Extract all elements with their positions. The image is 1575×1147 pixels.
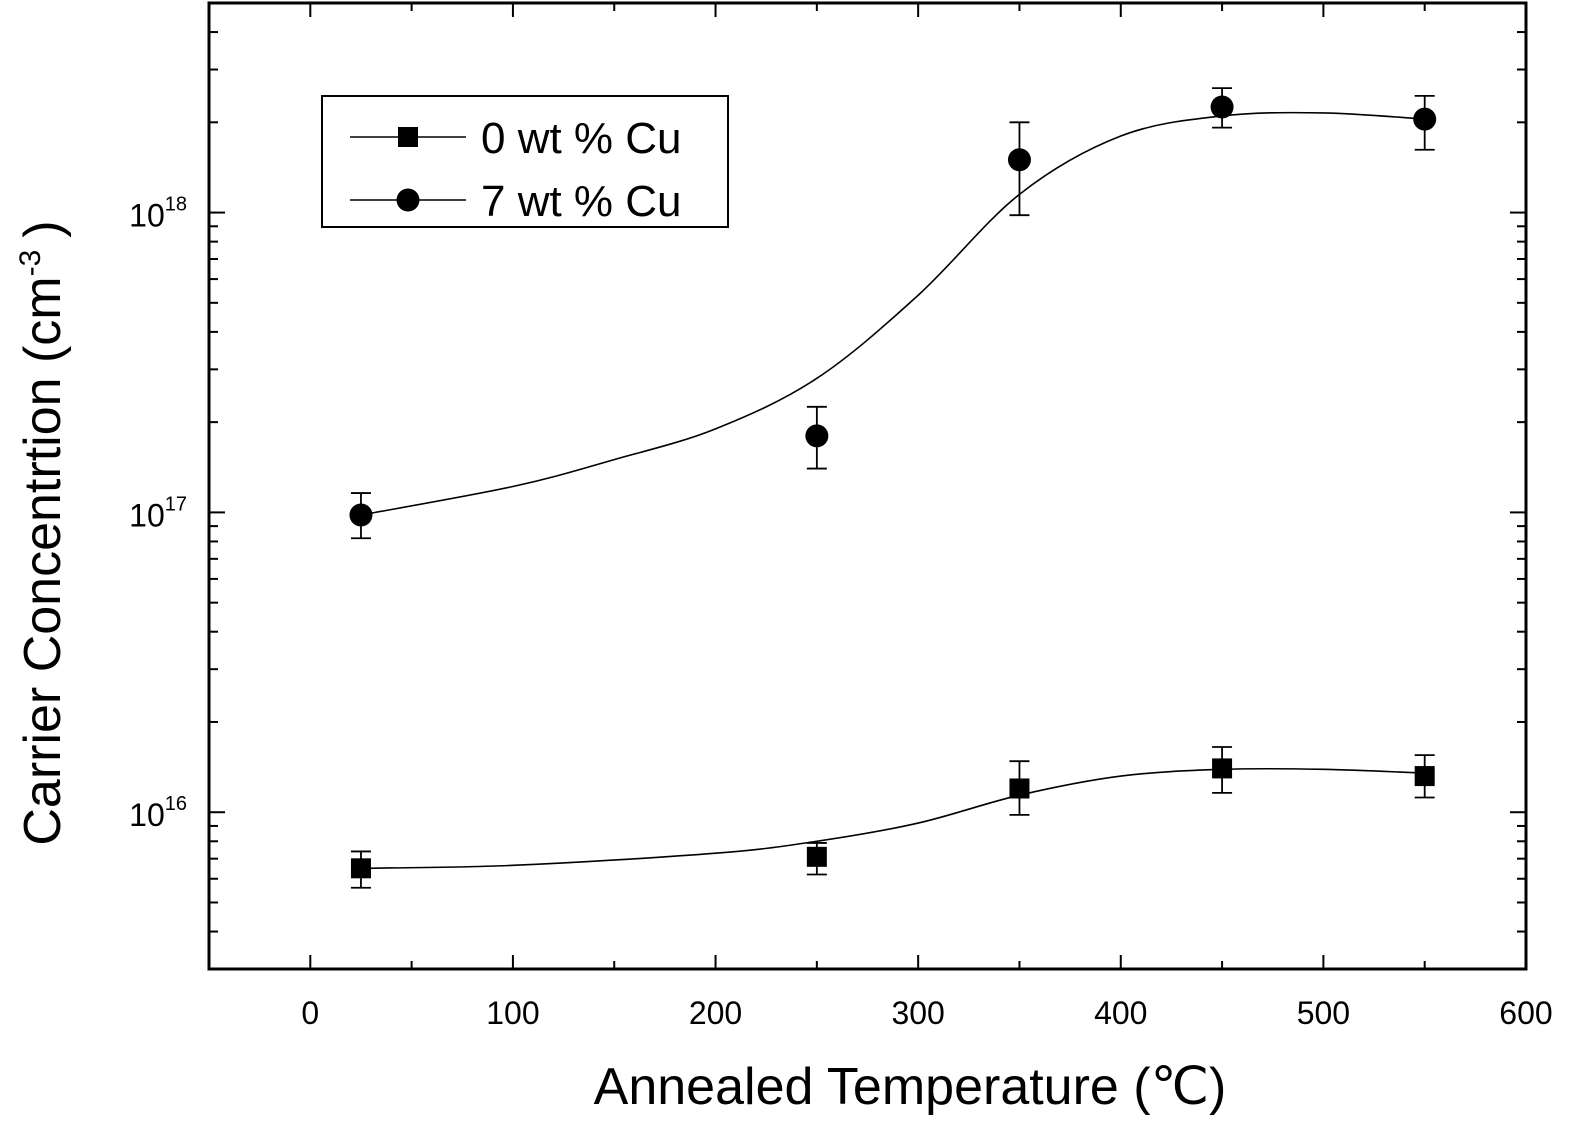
data-point-square [1414, 766, 1435, 787]
x-tick-label: 0 [301, 995, 319, 1031]
x-tick-label: 500 [1297, 995, 1350, 1031]
x-tick-label: 600 [1499, 995, 1552, 1031]
data-point-square [350, 858, 371, 879]
x-axis-title: Annealed Temperature (℃) [594, 1058, 1227, 1116]
legend-marker-square [398, 127, 418, 147]
data-point-square [1009, 778, 1030, 799]
data-markers [349, 95, 1437, 879]
y-axis-title-exp: -3 [14, 250, 47, 277]
data-point-square [1212, 758, 1233, 779]
x-ticks: 0 100 200 300 400 500 600 [208, 3, 1553, 1031]
x-tick-label: 100 [486, 995, 539, 1031]
legend-entries: 0 wt % Cu 7 wt % Cu [350, 114, 682, 226]
data-point-square [806, 846, 827, 867]
plot-frame [207, 1, 1528, 971]
x-tick-label: 400 [1094, 995, 1147, 1031]
fit-curves [360, 111, 1425, 870]
data-point-circle [805, 424, 829, 448]
legend-label: 7 wt % Cu [481, 177, 682, 226]
x-tick-label: 300 [891, 995, 944, 1031]
legend-box [321, 95, 729, 228]
y-axis-title-main: Carrier Concentrtion (cm [14, 276, 72, 845]
data-point-circle [1007, 148, 1031, 172]
data-point-circle [1210, 95, 1234, 119]
legend-label: 0 wt % Cu [481, 114, 682, 163]
legend: 0 wt % Cu 7 wt % Cu [321, 95, 729, 228]
y-axis-title-close: ) [14, 220, 72, 237]
y-tick-label: 1016 [129, 793, 187, 833]
legend-marker-circle [396, 188, 420, 212]
y-ticks: 1016 1017 1018 [129, 2, 1526, 970]
data-point-circle [349, 503, 373, 527]
data-point-circle [1413, 107, 1437, 131]
y-tick-label: 1018 [129, 194, 187, 234]
fit-curve-series-0 [360, 767, 1425, 870]
x-tick-label: 200 [689, 995, 742, 1031]
y-tick-label: 1017 [129, 493, 187, 533]
fit-curve-series-1 [360, 111, 1425, 516]
y-axis-title: Carrier Concentrtion (cm-3) [14, 220, 72, 845]
